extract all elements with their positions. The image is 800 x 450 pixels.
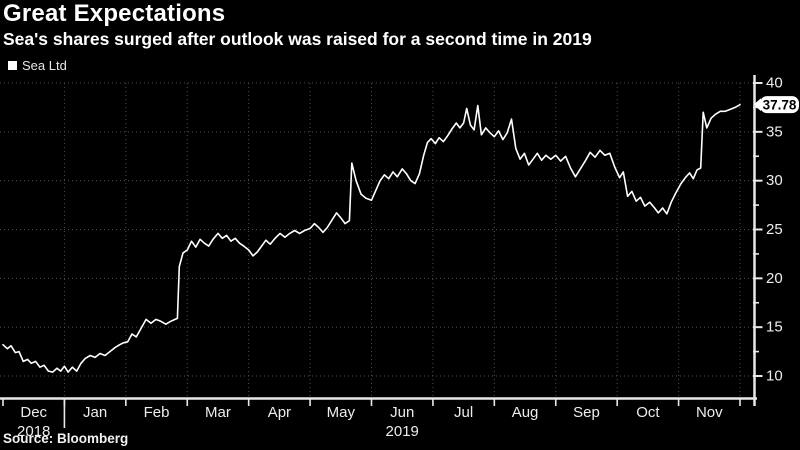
y-axis-label: 10: [766, 368, 783, 385]
x-axis-month-label: Jul: [454, 404, 473, 421]
price-line: [2, 103, 741, 373]
legend: Sea Ltd: [8, 58, 67, 73]
x-axis-month-label: Mar: [205, 404, 231, 421]
x-axis-month-label: Jun: [390, 404, 414, 421]
x-axis-month-label: Dec: [20, 404, 47, 421]
y-axis-label: 30: [766, 172, 783, 189]
price-callout-text: 37.78: [763, 98, 797, 113]
x-axis-month-label: Oct: [636, 404, 660, 421]
price-callout: [760, 96, 799, 114]
year-label: 2019: [386, 423, 419, 440]
y-axis-label: 35: [766, 123, 783, 140]
x-axis-month-label: Aug: [512, 404, 539, 421]
chart-subtitle: Sea's shares surged after outlook was ra…: [3, 29, 592, 49]
y-axis-label: 25: [766, 221, 783, 238]
legend-label: Sea Ltd: [22, 58, 67, 73]
legend-swatch-icon: [8, 61, 17, 70]
source-credit: Source: Bloomberg: [3, 431, 129, 446]
x-axis-month-label: Nov: [696, 404, 723, 421]
x-axis-month-label: Sep: [573, 404, 600, 421]
x-axis-month-label: Jan: [83, 404, 107, 421]
y-axis-label: 40: [766, 75, 783, 92]
y-axis-label: 15: [766, 319, 783, 336]
y-axis-label: 20: [766, 270, 783, 287]
price-callout-arrow: [753, 98, 761, 112]
x-axis-month-label: Feb: [144, 404, 170, 421]
year-label: 2018: [17, 423, 50, 440]
chart-title: Great Expectations: [3, 0, 226, 27]
x-axis-month-label: Apr: [268, 404, 291, 421]
x-axis-month-label: May: [327, 404, 356, 421]
